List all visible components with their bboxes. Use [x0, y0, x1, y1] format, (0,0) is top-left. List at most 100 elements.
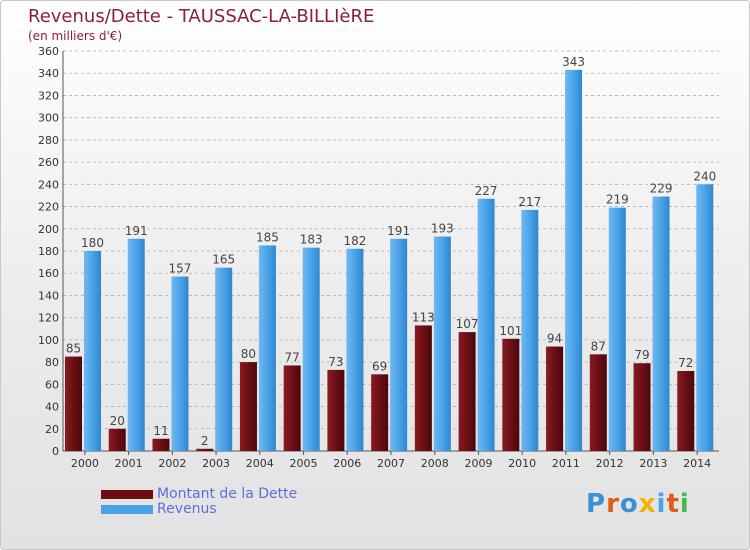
logo-letter: x: [638, 489, 657, 519]
debt-value-label: 11: [153, 424, 168, 438]
revenue-value-label: 343: [562, 55, 585, 69]
debt-value-label: 72: [678, 356, 693, 370]
legend-swatch-revenue: [101, 505, 153, 514]
debt-bar: [458, 332, 476, 451]
logo-letter: i: [656, 489, 667, 519]
y-tick-label: 320: [38, 89, 59, 102]
revenue-bar: [652, 196, 670, 451]
y-tick-label: 340: [38, 67, 59, 80]
x-tick-label: 2013: [639, 457, 667, 470]
debt-value-label: 101: [499, 324, 522, 338]
legend-swatch-debt: [101, 490, 153, 499]
y-tick-label: 360: [38, 45, 59, 58]
debt-bar: [546, 346, 564, 451]
debt-value-label: 73: [328, 355, 343, 369]
x-tick-label: 2012: [596, 457, 624, 470]
revenue-value-label: 182: [343, 234, 366, 248]
revenue-bar: [258, 245, 276, 451]
y-tick-label: 160: [38, 267, 59, 280]
debt-bar: [283, 365, 301, 451]
debt-bar: [677, 371, 695, 451]
debt-value-label: 20: [110, 414, 125, 428]
x-tick-label: 2011: [552, 457, 580, 470]
legend-label-debt: Montant de la Dette: [157, 486, 298, 502]
revenue-value-label: 217: [518, 195, 541, 209]
x-tick-label: 2006: [333, 457, 361, 470]
debt-value-label: 87: [591, 339, 606, 353]
revenue-value-label: 219: [606, 193, 629, 207]
revenue-bar: [215, 267, 233, 451]
revenue-bar: [127, 238, 145, 451]
debt-value-label: 80: [241, 347, 256, 361]
y-tick-label: 80: [45, 356, 59, 369]
revenue-value-label: 157: [169, 262, 192, 276]
y-tick-label: 120: [38, 312, 59, 325]
x-tick-label: 2010: [508, 457, 536, 470]
debt-bar: [502, 338, 520, 451]
debt-bar: [371, 374, 389, 451]
revenue-value-label: 240: [693, 169, 716, 183]
debt-bar: [414, 325, 432, 451]
debt-bar: [633, 363, 651, 451]
y-tick-label: 20: [45, 423, 59, 436]
debt-bar: [152, 438, 170, 451]
y-tick-label: 40: [45, 401, 59, 414]
proxiti-logo: Proxiti: [586, 489, 690, 519]
revenue-bar: [477, 198, 495, 451]
y-tick-label: 260: [38, 156, 59, 169]
y-tick-label: 0: [52, 445, 59, 458]
revenue-value-label: 229: [650, 182, 673, 196]
y-tick-label: 200: [38, 223, 59, 236]
debt-bar: [196, 448, 214, 451]
debt-bar: [65, 356, 82, 451]
x-tick-label: 2014: [683, 457, 711, 470]
revenue-bar: [84, 251, 101, 451]
legend-label-revenue: Revenus: [157, 501, 217, 517]
revenue-bar: [171, 276, 189, 451]
logo-letter: r: [606, 489, 620, 519]
y-tick-label: 60: [45, 378, 59, 391]
x-tick-label: 2005: [290, 457, 318, 470]
x-tick-label: 2004: [246, 457, 274, 470]
debt-bar: [589, 354, 607, 451]
debt-bar: [327, 369, 345, 451]
debt-value-label: 79: [634, 348, 649, 362]
logo-letter: P: [586, 489, 607, 519]
x-tick-label: 2002: [158, 457, 186, 470]
y-tick-label: 280: [38, 134, 59, 147]
x-tick-label: 2009: [464, 457, 492, 470]
debt-value-label: 94: [547, 332, 562, 346]
debt-value-label: 113: [412, 310, 435, 324]
debt-value-label: 77: [285, 350, 300, 364]
logo-letter: t: [666, 489, 680, 519]
revenue-value-label: 183: [300, 233, 323, 247]
x-tick-label: 2007: [377, 457, 405, 470]
debt-value-label: 2: [201, 434, 209, 448]
debt-bar: [239, 362, 257, 451]
revenue-bar: [696, 184, 714, 452]
revenue-bar: [521, 209, 539, 451]
revenue-bar: [608, 207, 626, 451]
debt-value-label: 85: [66, 342, 81, 356]
revenue-value-label: 191: [387, 224, 410, 238]
x-tick-label: 2008: [421, 457, 449, 470]
logo-letter: o: [619, 489, 639, 519]
y-tick-label: 100: [38, 334, 59, 347]
chart-title: Revenus/Dette - TAUSSAC-LA-BILLIèRE: [28, 6, 375, 27]
y-tick-label: 180: [38, 245, 59, 258]
revenue-bar: [346, 248, 364, 451]
y-tick-label: 220: [38, 201, 59, 214]
revenue-value-label: 185: [256, 230, 279, 244]
revenue-bar: [433, 236, 451, 451]
y-tick-label: 240: [38, 178, 59, 191]
y-tick-label: 300: [38, 112, 59, 125]
debt-bar: [108, 428, 126, 451]
debt-value-label: 69: [372, 359, 387, 373]
debt-value-label: 107: [456, 317, 479, 331]
revenue-bar: [302, 247, 320, 451]
revenue-bar: [390, 238, 408, 451]
x-tick-label: 2003: [202, 457, 230, 470]
revenue-bar: [565, 69, 583, 451]
